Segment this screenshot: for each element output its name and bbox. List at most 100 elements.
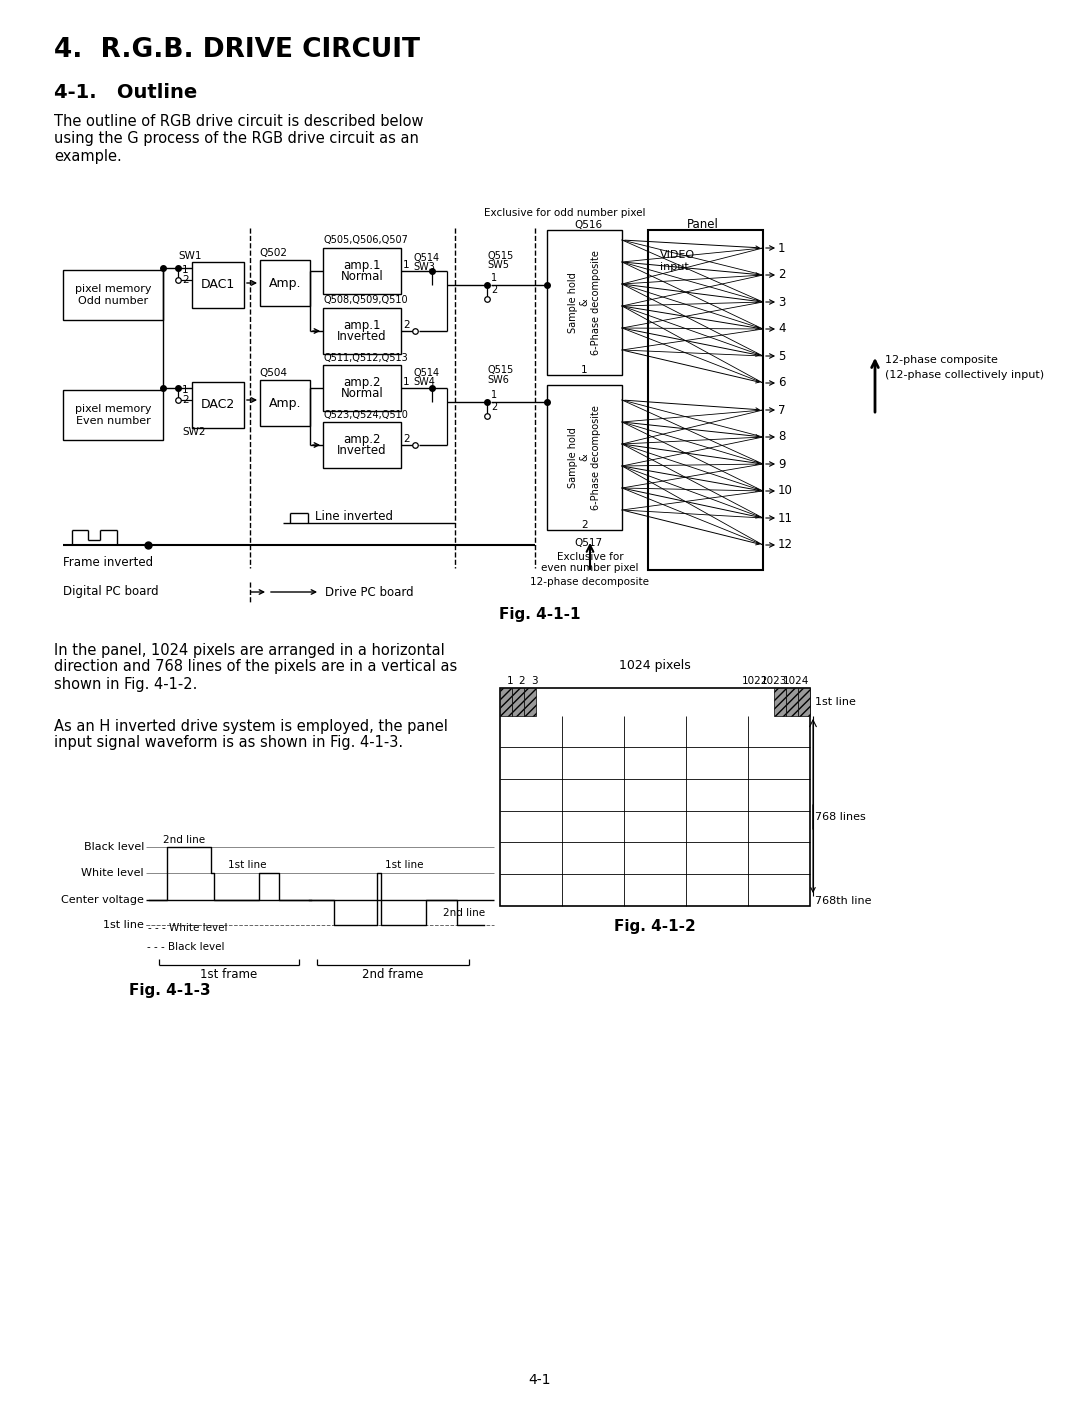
Text: 1: 1 bbox=[403, 260, 409, 270]
Text: 6: 6 bbox=[778, 377, 785, 390]
Text: Q511,Q512,Q513: Q511,Q512,Q513 bbox=[323, 353, 408, 363]
Text: 1st frame: 1st frame bbox=[201, 968, 258, 982]
Bar bbox=[323, 364, 401, 411]
Bar bbox=[323, 248, 401, 294]
Bar bbox=[648, 229, 762, 570]
Bar bbox=[260, 380, 310, 426]
Text: Q514: Q514 bbox=[413, 369, 440, 378]
Text: pixel memory: pixel memory bbox=[75, 404, 151, 415]
Text: 9: 9 bbox=[778, 457, 785, 470]
Text: 4: 4 bbox=[778, 322, 785, 335]
Text: 1: 1 bbox=[491, 390, 497, 400]
Text: direction and 768 lines of the pixels are in a vertical as: direction and 768 lines of the pixels ar… bbox=[54, 660, 457, 674]
Bar bbox=[192, 262, 244, 308]
Text: (12-phase collectively input): (12-phase collectively input) bbox=[885, 370, 1044, 380]
Text: 8: 8 bbox=[778, 431, 785, 443]
Text: Exclusive for odd number pixel: Exclusive for odd number pixel bbox=[484, 208, 646, 218]
Bar bbox=[500, 688, 810, 906]
Text: Q516: Q516 bbox=[573, 219, 602, 229]
Text: using the G process of the RGB drive circuit as an: using the G process of the RGB drive cir… bbox=[54, 131, 419, 146]
Text: Fig. 4-1-3: Fig. 4-1-3 bbox=[130, 982, 211, 998]
Text: Q514: Q514 bbox=[413, 253, 440, 263]
Bar bbox=[546, 386, 622, 530]
Text: VIDEO: VIDEO bbox=[660, 250, 696, 260]
Text: As an H inverted drive system is employed, the panel: As an H inverted drive system is employe… bbox=[54, 719, 448, 733]
Text: amp.2: amp.2 bbox=[343, 376, 381, 388]
Text: Q502: Q502 bbox=[259, 248, 287, 257]
Text: Inverted: Inverted bbox=[337, 331, 387, 343]
Bar bbox=[63, 390, 163, 440]
Text: 11: 11 bbox=[778, 512, 793, 525]
Text: 1: 1 bbox=[581, 364, 588, 376]
Text: Q517: Q517 bbox=[573, 537, 602, 547]
Text: 1st line: 1st line bbox=[815, 696, 855, 706]
Text: Digital PC board: Digital PC board bbox=[63, 585, 159, 598]
Text: Q504: Q504 bbox=[259, 369, 287, 378]
Text: 1: 1 bbox=[491, 273, 497, 283]
Text: 768 lines: 768 lines bbox=[815, 812, 866, 822]
Bar bbox=[63, 270, 163, 319]
Text: 1: 1 bbox=[183, 265, 189, 274]
Text: Even number: Even number bbox=[76, 415, 150, 425]
Text: Inverted: Inverted bbox=[337, 445, 387, 457]
Text: 2: 2 bbox=[183, 274, 189, 286]
Text: 2: 2 bbox=[518, 675, 525, 687]
Text: In the panel, 1024 pixels are arranged in a horizontal: In the panel, 1024 pixels are arranged i… bbox=[54, 643, 445, 657]
Text: 2: 2 bbox=[491, 402, 497, 412]
Text: The outline of RGB drive circuit is described below: The outline of RGB drive circuit is desc… bbox=[54, 114, 423, 129]
Bar bbox=[524, 688, 536, 716]
Text: 12: 12 bbox=[778, 539, 793, 552]
Text: SW3: SW3 bbox=[413, 262, 435, 272]
Text: 10: 10 bbox=[778, 484, 793, 498]
Text: 4-1.   Outline: 4-1. Outline bbox=[54, 83, 198, 103]
Text: 4-1: 4-1 bbox=[529, 1373, 551, 1387]
Text: 1st line: 1st line bbox=[103, 920, 144, 930]
Text: amp.2: amp.2 bbox=[343, 432, 381, 446]
Text: DAC2: DAC2 bbox=[201, 398, 235, 411]
Text: example.: example. bbox=[54, 149, 122, 163]
Bar bbox=[798, 688, 810, 716]
Text: - - - White level: - - - White level bbox=[148, 923, 228, 933]
Text: SW5: SW5 bbox=[487, 260, 509, 270]
Text: 2: 2 bbox=[581, 521, 588, 530]
Text: Fig. 4-1-1: Fig. 4-1-1 bbox=[499, 608, 581, 622]
Text: 2: 2 bbox=[778, 269, 785, 281]
Text: 1: 1 bbox=[183, 386, 189, 395]
Text: 2: 2 bbox=[403, 433, 409, 445]
Bar bbox=[323, 422, 401, 469]
Text: 1: 1 bbox=[403, 377, 409, 387]
Text: Q523,Q524,Q510: Q523,Q524,Q510 bbox=[323, 409, 408, 421]
Text: Fig. 4-1-2: Fig. 4-1-2 bbox=[615, 919, 696, 933]
Text: Line inverted: Line inverted bbox=[315, 509, 393, 522]
Text: 7: 7 bbox=[778, 404, 785, 416]
Text: 1023: 1023 bbox=[760, 675, 787, 687]
Text: 2: 2 bbox=[491, 286, 497, 295]
Text: 3: 3 bbox=[778, 295, 785, 308]
Text: amp.1: amp.1 bbox=[343, 259, 381, 272]
Text: Panel: Panel bbox=[687, 218, 719, 232]
Text: Q508,Q509,Q510: Q508,Q509,Q510 bbox=[323, 295, 407, 305]
Text: 1024 pixels: 1024 pixels bbox=[619, 660, 691, 673]
Bar bbox=[512, 688, 524, 716]
Text: 768th line: 768th line bbox=[815, 896, 872, 906]
Text: Exclusive for: Exclusive for bbox=[556, 552, 623, 561]
Text: Sample hold
&
6-Phase decomposite: Sample hold & 6-Phase decomposite bbox=[568, 250, 602, 355]
Text: 1022: 1022 bbox=[742, 675, 768, 687]
Text: Amp.: Amp. bbox=[269, 397, 301, 409]
Text: Amp.: Amp. bbox=[269, 277, 301, 290]
Text: shown in Fig. 4-1-2.: shown in Fig. 4-1-2. bbox=[54, 677, 198, 691]
Text: 2: 2 bbox=[403, 319, 409, 331]
Text: Normal: Normal bbox=[340, 270, 383, 283]
Text: 2: 2 bbox=[183, 395, 189, 405]
Text: 1st line: 1st line bbox=[228, 860, 267, 870]
Text: Q515: Q515 bbox=[487, 250, 513, 262]
Bar bbox=[500, 688, 512, 716]
Text: input: input bbox=[660, 262, 689, 272]
Text: even number pixel: even number pixel bbox=[541, 563, 638, 573]
Text: 1st line: 1st line bbox=[384, 860, 423, 870]
Bar bbox=[774, 688, 786, 716]
Text: 1: 1 bbox=[778, 242, 785, 255]
Bar bbox=[786, 688, 798, 716]
Text: amp.1: amp.1 bbox=[343, 318, 381, 332]
Bar bbox=[546, 229, 622, 376]
